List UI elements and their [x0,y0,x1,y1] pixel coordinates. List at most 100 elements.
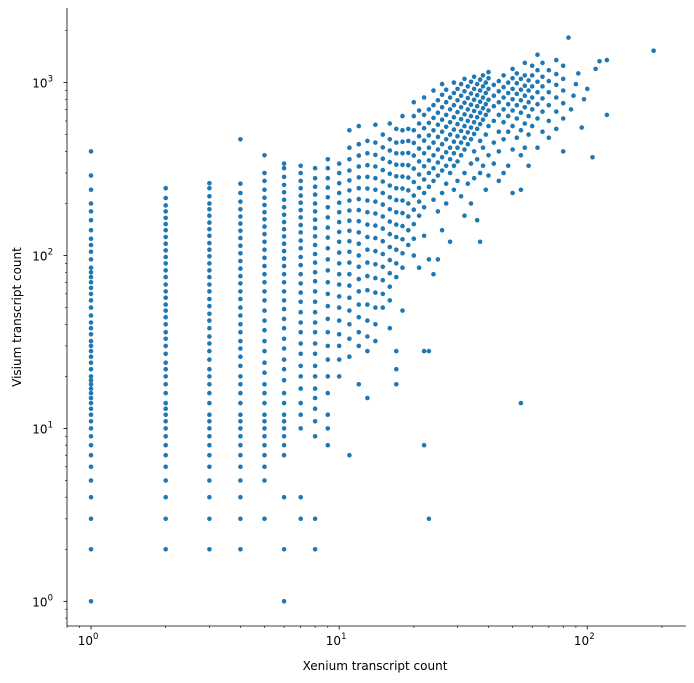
data-point [281,226,287,232]
data-point [468,102,474,107]
data-point [505,163,511,169]
data-point [431,165,436,171]
data-point [411,166,417,171]
data-point [262,170,267,176]
data-point [373,140,378,145]
data-point [443,150,449,155]
data-point [443,99,449,105]
data-point [88,320,94,325]
data-point [526,132,531,137]
data-point [443,181,449,186]
data-point [387,148,393,153]
data-point [88,270,94,275]
data-point [238,494,243,500]
data-point [477,88,483,93]
data-point [468,91,474,96]
data-point [88,374,94,379]
data-point [387,219,393,224]
data-point [458,105,464,110]
data-point [88,442,94,448]
data-point [238,382,243,387]
data-point [365,260,370,265]
data-point [298,329,304,335]
data-point [535,116,540,121]
data-point [347,145,352,150]
data-point [356,185,362,191]
data-point [526,99,531,105]
data-point [455,145,460,150]
data-point [281,241,287,246]
data-point [207,382,212,387]
data-point [365,151,370,156]
data-point [88,249,94,255]
data-point [207,201,212,206]
data-point [163,452,168,458]
data-point [325,205,331,210]
data-point [88,257,94,262]
data-point [163,434,168,439]
data-point [431,102,436,108]
data-point [458,81,464,87]
data-point [163,351,168,357]
data-point [88,406,94,412]
data-point [312,242,318,248]
data-point [238,266,243,271]
data-point [474,115,480,120]
data-point [477,121,483,127]
data-point [465,84,471,89]
data-point [510,190,515,196]
data-point [373,235,378,241]
data-point [347,283,352,288]
data-point [298,178,304,184]
data-point [468,201,474,206]
data-point [238,313,243,318]
data-point [163,234,168,240]
data-point [163,209,168,214]
data-point [406,138,411,144]
data-point [406,188,411,193]
data-point [462,89,467,94]
data-point [514,116,520,121]
data-point [312,419,318,424]
data-point [426,107,432,112]
data-point [416,108,422,113]
data-point [298,254,304,260]
data-point [451,127,457,132]
data-point [387,195,393,200]
data-point [298,170,304,176]
data-point [336,357,342,362]
data-point [462,123,467,129]
data-point [451,115,457,120]
data-point [347,354,352,360]
data-point [462,147,467,152]
data-point [347,322,352,327]
data-point [451,102,457,108]
data-point [365,138,370,144]
data-point [380,264,386,270]
data-point [387,257,393,263]
data-point [238,464,243,470]
data-point [380,132,386,137]
data-point [281,412,287,418]
data-point [501,95,506,100]
data-point [387,183,393,188]
data-point [207,325,212,331]
data-point [514,102,520,108]
points-layer [88,35,656,604]
data-point [238,199,243,204]
data-point [325,157,331,162]
data-point [262,348,267,354]
data-point [514,91,520,97]
data-point [465,107,471,112]
data-point [298,200,304,205]
data-point [451,163,457,169]
data-point [439,105,445,110]
data-point [356,123,362,129]
data-point [465,95,471,101]
data-point [298,309,304,315]
data-point [347,295,352,301]
data-point [356,264,362,270]
data-point [207,478,212,483]
data-point [491,103,497,109]
data-point [163,343,168,349]
